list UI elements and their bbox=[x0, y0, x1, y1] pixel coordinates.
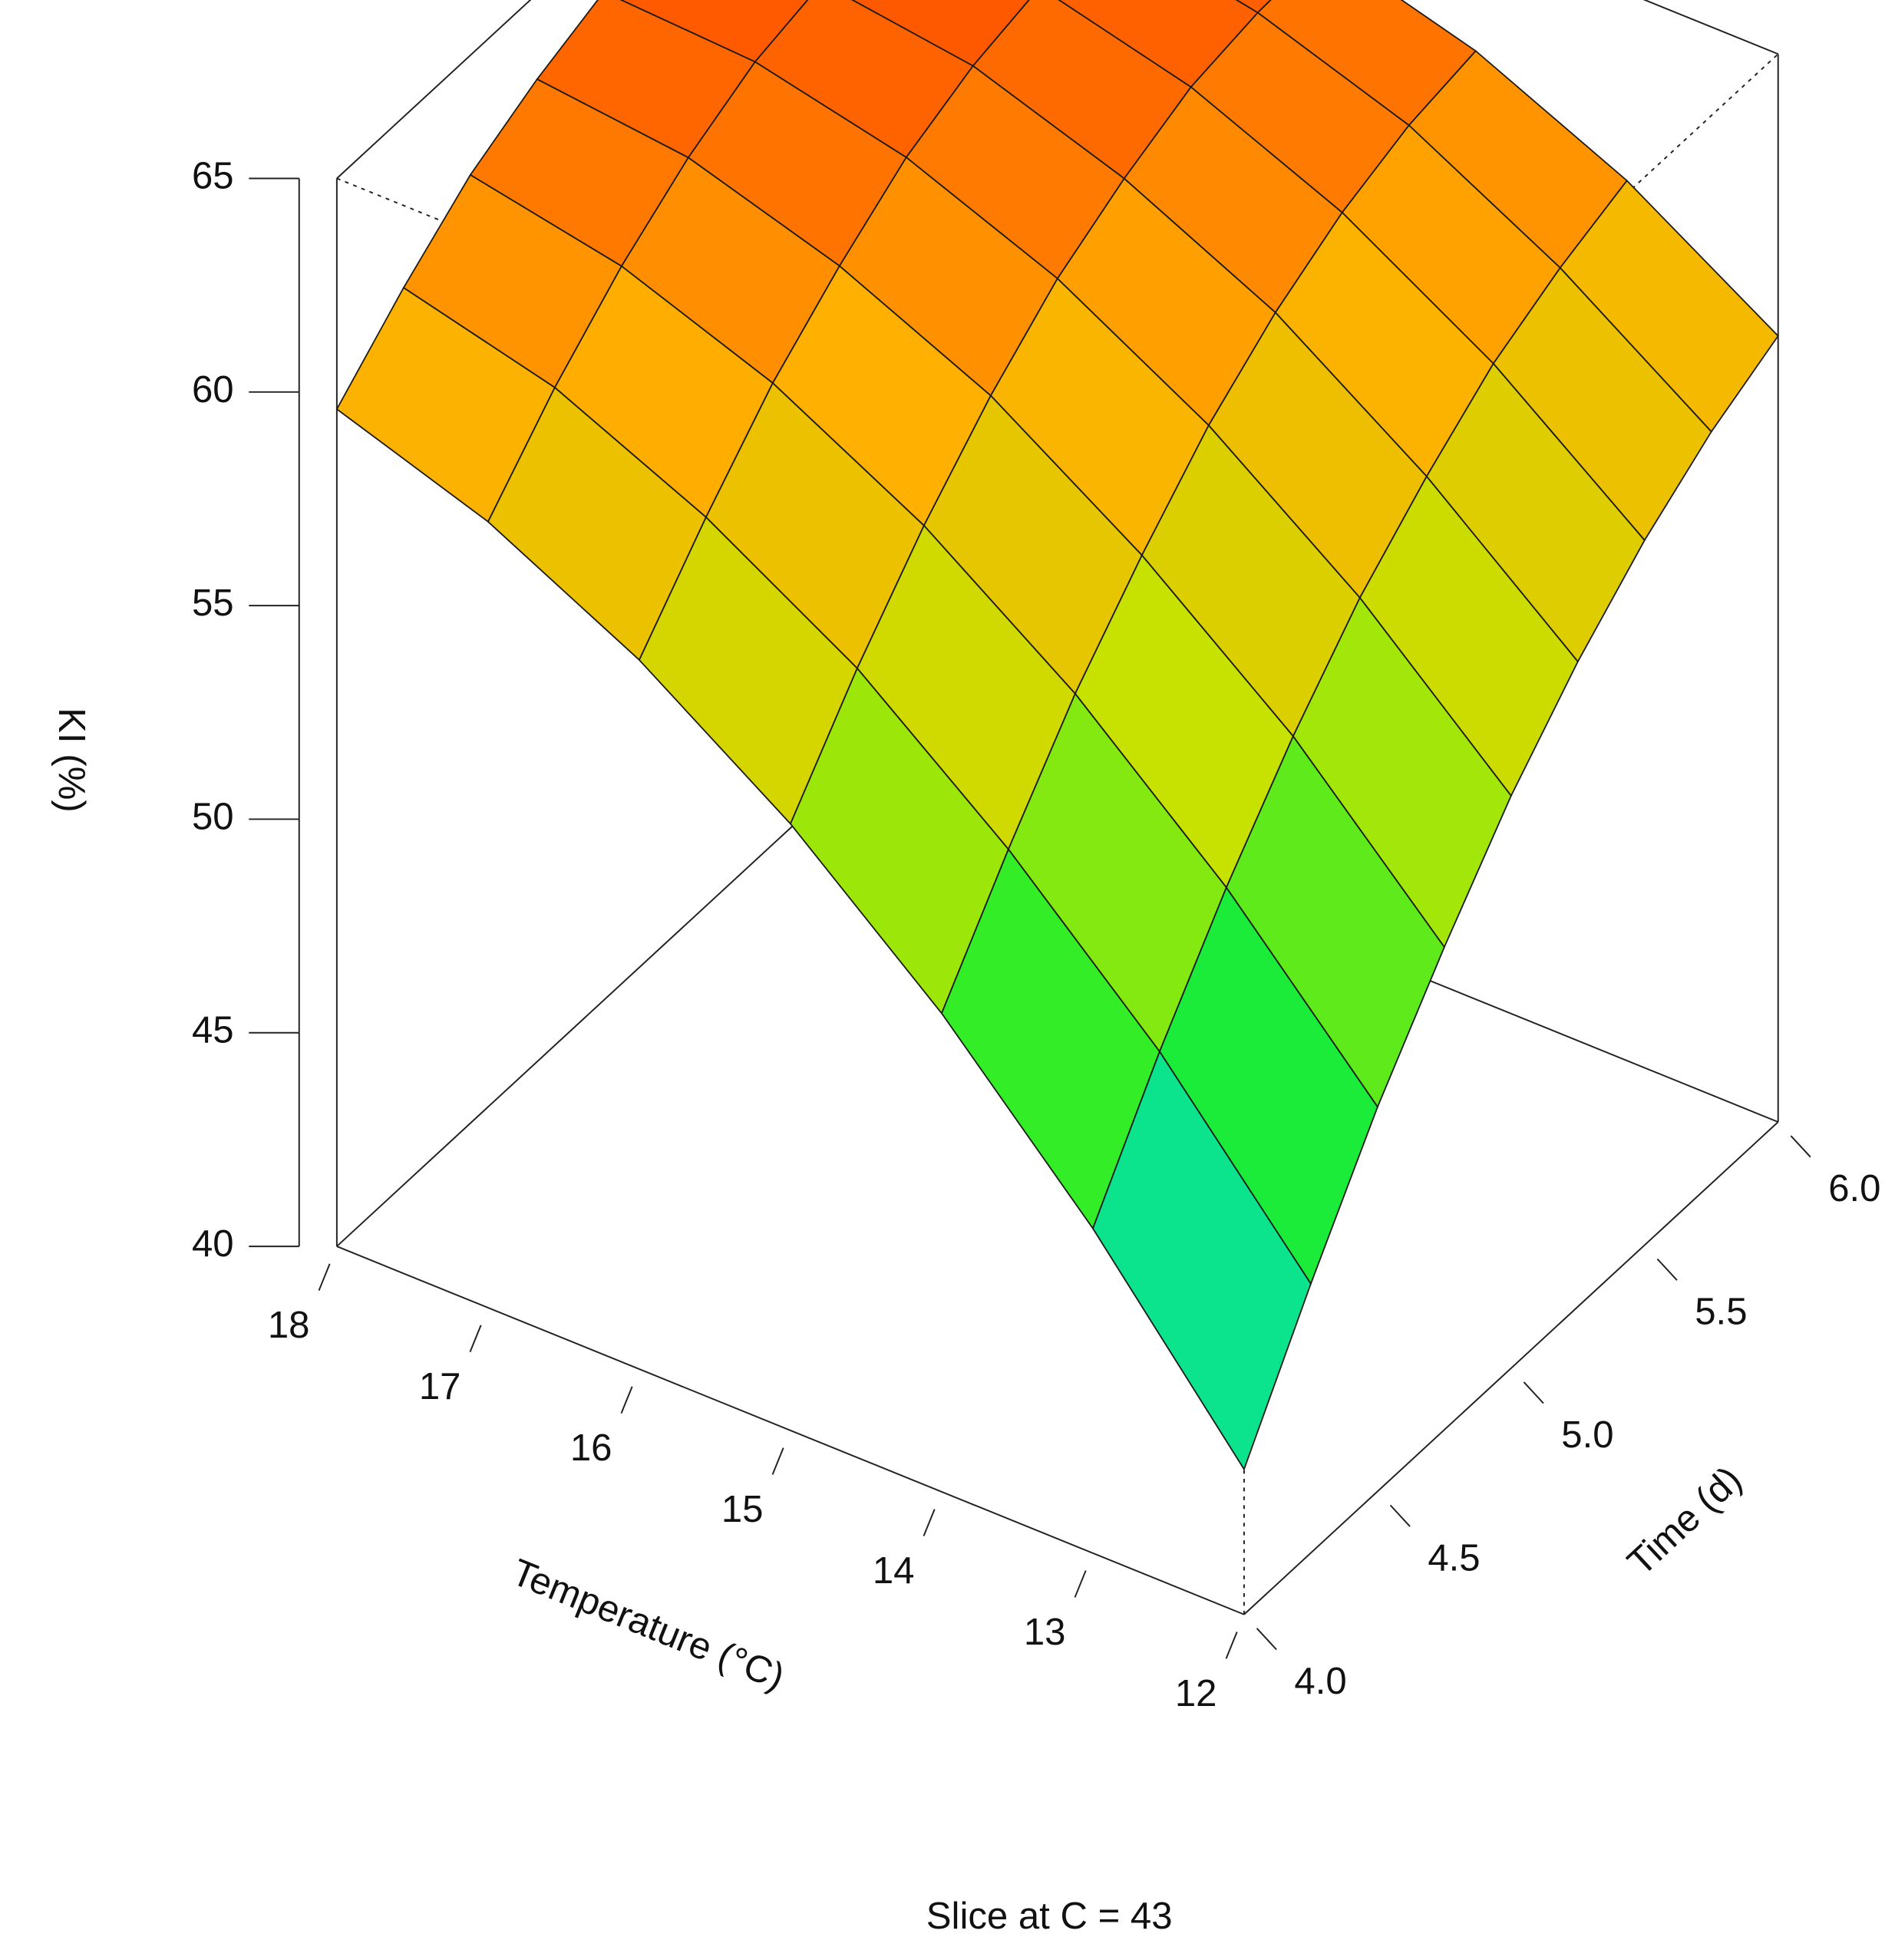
y-tick bbox=[1389, 1504, 1411, 1527]
z-tick-label: 50 bbox=[192, 796, 234, 837]
x-tick bbox=[1225, 1632, 1238, 1659]
y-tick-label: 6.0 bbox=[1828, 1168, 1880, 1209]
y-tick-label: 4.0 bbox=[1294, 1661, 1346, 1702]
z-tick-label: 60 bbox=[192, 369, 234, 411]
y-tick-label: 4.5 bbox=[1428, 1538, 1480, 1579]
x-tick-label: 14 bbox=[873, 1550, 915, 1592]
x-tick bbox=[620, 1386, 633, 1414]
box-top-edge bbox=[336, 0, 532, 180]
x-tick bbox=[771, 1447, 784, 1475]
x-tick bbox=[318, 1263, 331, 1292]
y-tick bbox=[1790, 1135, 1811, 1158]
y-axis-title: Time (d) bbox=[1620, 1459, 1750, 1584]
z-tick-label: 40 bbox=[192, 1223, 234, 1265]
x-axis-title: Temperature (°C) bbox=[506, 1552, 790, 1698]
x-tick bbox=[1074, 1570, 1087, 1598]
surface-facet bbox=[1091, 1050, 1312, 1471]
x-tick bbox=[469, 1325, 482, 1353]
x-tick bbox=[923, 1509, 936, 1536]
box-floor-edge bbox=[336, 753, 872, 1247]
subtitle: Slice at C = 43 bbox=[926, 1896, 1173, 1937]
y-tick-label: 5.0 bbox=[1561, 1414, 1613, 1456]
x-tick-label: 18 bbox=[268, 1305, 310, 1346]
z-tick-label: 55 bbox=[192, 582, 234, 624]
y-tick bbox=[1523, 1381, 1544, 1404]
y-tick-label: 5.5 bbox=[1695, 1292, 1747, 1333]
z-axis-title: KI (%) bbox=[51, 708, 92, 812]
x-tick-label: 12 bbox=[1175, 1673, 1217, 1714]
x-tick-label: 16 bbox=[570, 1427, 612, 1469]
surface-facet bbox=[1235, 0, 1272, 14]
x-tick-label: 17 bbox=[419, 1366, 461, 1407]
x-tick-label: 15 bbox=[721, 1489, 764, 1530]
x-tick-label: 13 bbox=[1024, 1612, 1066, 1653]
y-tick bbox=[1256, 1628, 1277, 1651]
box-floor-edge bbox=[336, 1246, 1245, 1615]
box-floor-edge bbox=[1243, 1121, 1779, 1615]
z-tick-label: 45 bbox=[192, 1010, 234, 1051]
y-tick bbox=[1656, 1258, 1678, 1281]
z-tick-label: 65 bbox=[192, 155, 234, 196]
